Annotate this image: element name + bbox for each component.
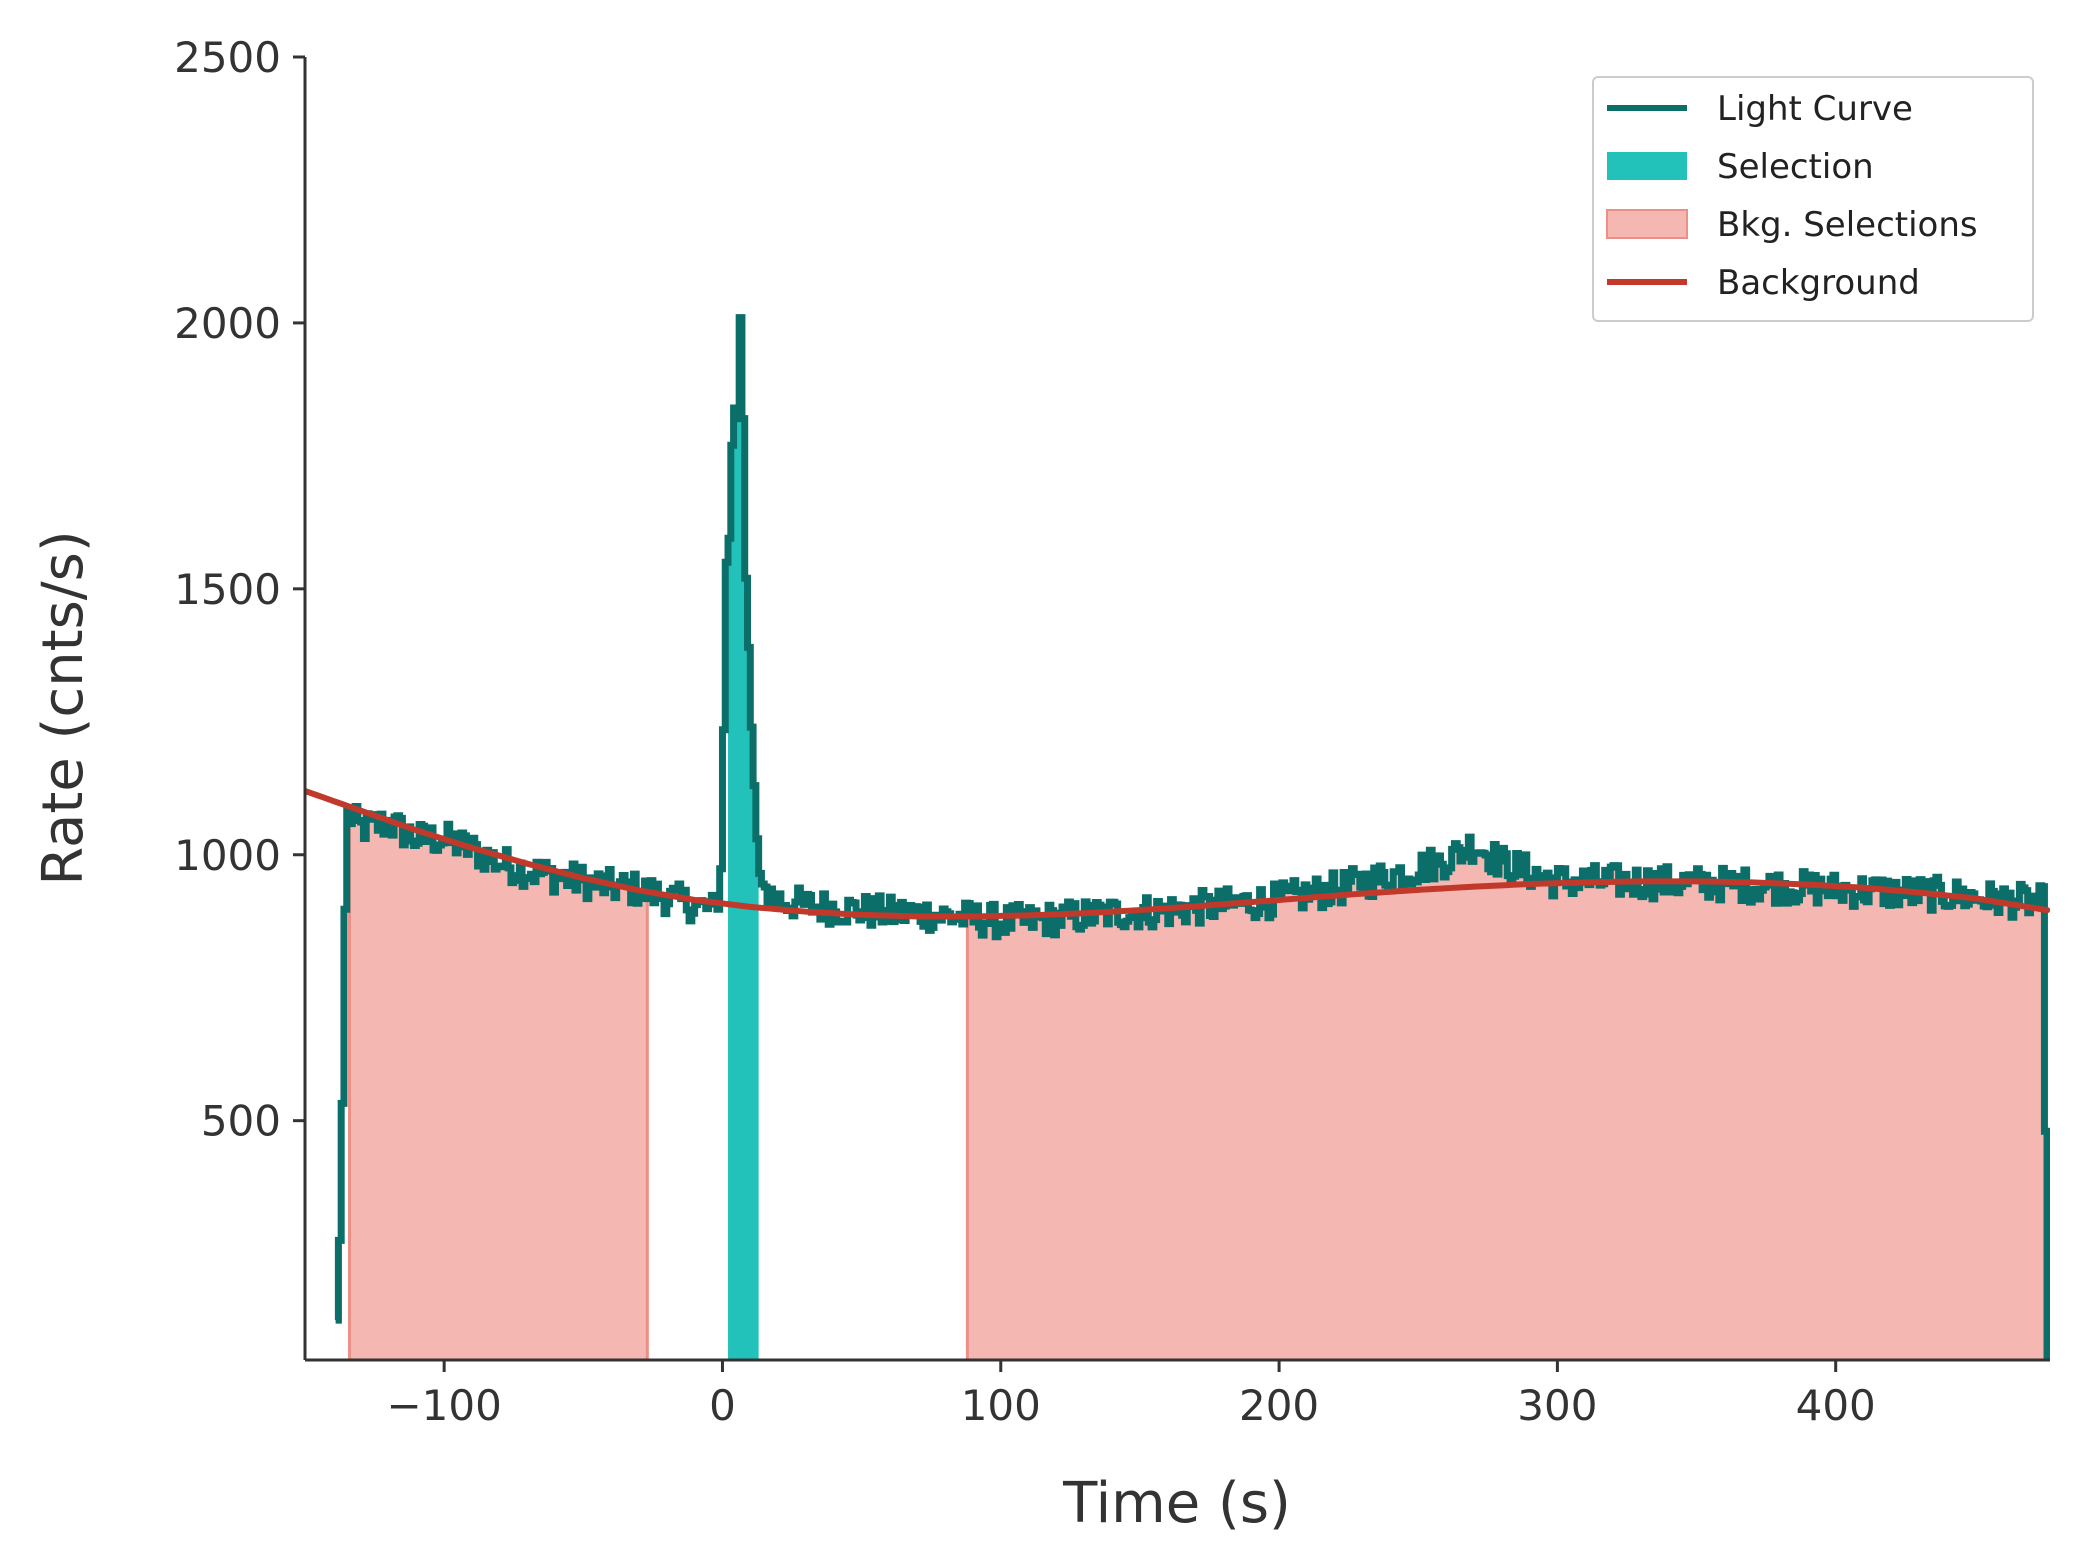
- y-tick-label: 2000: [174, 299, 281, 348]
- legend: Light Curve Selection Bkg. Selections Backg…: [1592, 76, 2034, 322]
- y-tick-label: 1500: [174, 565, 281, 614]
- legend-swatch-bkg-selections: [1606, 209, 1688, 239]
- legend-label-bkg-selections: Bkg. Selections: [1717, 205, 1978, 245]
- y-tick-label: 1000: [174, 831, 281, 880]
- legend-box: [1592, 76, 2034, 322]
- y-tick-label: 500: [201, 1097, 281, 1146]
- x-tick-label: 200: [1239, 1381, 1319, 1430]
- x-tick-label: −100: [386, 1381, 501, 1430]
- y-axis-title: Rate (cnts/s): [31, 530, 96, 885]
- x-axis-ticks: −100 0 100 200 300 400: [386, 1360, 1876, 1430]
- x-axis-title: Time (s): [1062, 1471, 1291, 1536]
- background-model-line: [305, 787, 2050, 920]
- x-tick-label: 0: [709, 1381, 736, 1430]
- y-tick-label: 2500: [174, 33, 281, 82]
- x-tick-label: 300: [1517, 1381, 1597, 1430]
- legend-label-background: Background: [1717, 263, 1920, 303]
- x-tick-label: 400: [1796, 1381, 1876, 1430]
- source-selection-region: [728, 317, 759, 1360]
- legend-label-selection: Selection: [1717, 147, 1874, 187]
- legend-label-light-curve: Light Curve: [1717, 89, 1913, 129]
- x-tick-label: 100: [961, 1381, 1041, 1430]
- y-axis-ticks: 500 1000 1500 2000 2500: [174, 33, 305, 1146]
- legend-swatch-selection: [1607, 152, 1687, 180]
